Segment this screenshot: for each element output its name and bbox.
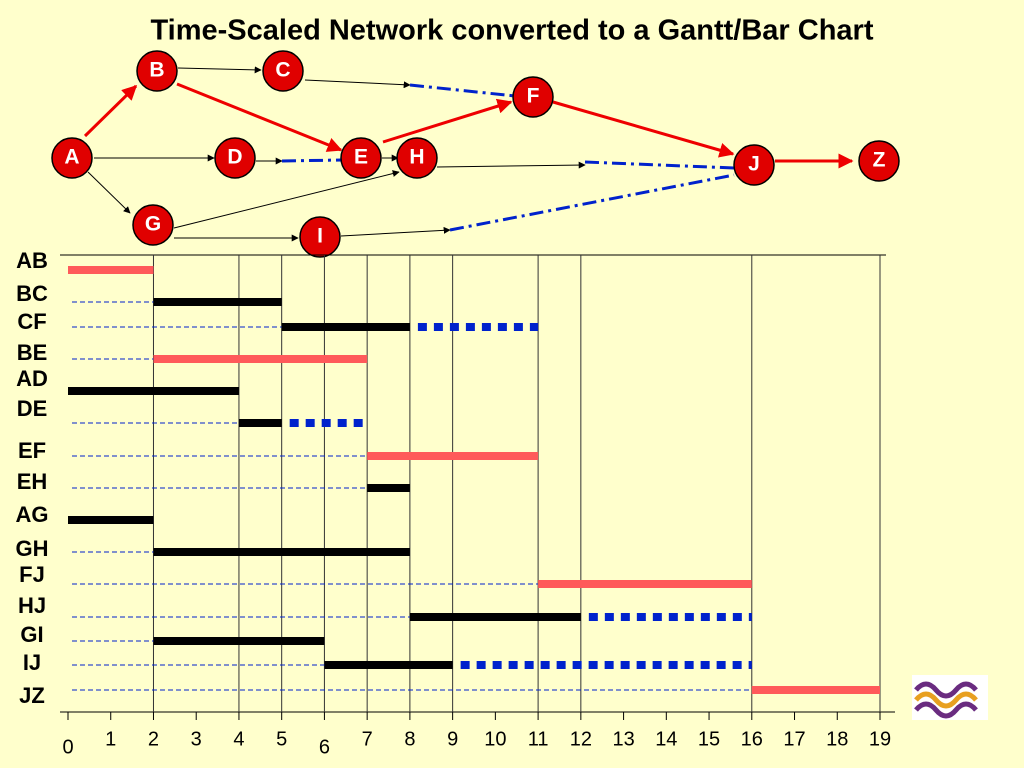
arrow <box>177 66 262 74</box>
float-link <box>409 83 516 98</box>
float-link <box>584 160 735 170</box>
x-tick-label: 5 <box>276 728 287 750</box>
network-node <box>299 216 341 258</box>
row-label: GH <box>16 536 49 561</box>
arrow <box>382 98 513 144</box>
x-tick-label: 16 <box>741 728 763 750</box>
node-label: J <box>748 153 760 176</box>
arrow <box>340 226 451 237</box>
node-label: H <box>409 146 424 169</box>
logo <box>912 675 988 720</box>
row-label: IJ <box>23 650 41 675</box>
row-label: EF <box>18 438 46 463</box>
arrow <box>176 82 343 152</box>
float-link <box>281 158 343 163</box>
row-label: CF <box>17 309 46 334</box>
row-label: BC <box>16 281 48 306</box>
x-tick-label: 1 <box>105 728 116 750</box>
network-node <box>136 50 178 92</box>
x-tick-label: 17 <box>783 728 805 750</box>
row-label: DE <box>17 396 48 421</box>
arrow <box>304 79 411 89</box>
x-tick-label: 3 <box>191 728 202 750</box>
x-tick-label: 10 <box>484 728 506 750</box>
arrow <box>552 100 735 158</box>
node-label: C <box>275 59 290 82</box>
x-tick-label: 4 <box>233 728 244 750</box>
network-node <box>214 137 256 179</box>
row-label: GI <box>20 622 43 647</box>
x-tick-label: 18 <box>826 728 848 750</box>
network-node <box>340 137 382 179</box>
network-node <box>733 144 775 186</box>
node-label: D <box>227 146 242 169</box>
row-label: AB <box>16 248 48 273</box>
node-label: E <box>354 146 368 169</box>
node-label: I <box>317 225 323 248</box>
row-label: FJ <box>19 562 45 587</box>
x-tick-label: 19 <box>869 728 891 750</box>
network-node <box>858 140 900 182</box>
float-link <box>449 173 735 232</box>
network-node <box>396 137 438 179</box>
arrow <box>173 170 400 229</box>
row-label: BE <box>17 340 48 365</box>
row-label: JZ <box>19 683 45 708</box>
arrow <box>83 84 138 138</box>
x-tick-label: 15 <box>698 728 720 750</box>
row-label: AG <box>16 502 49 527</box>
network-node <box>132 204 174 246</box>
network-node <box>262 50 304 92</box>
row-label: HJ <box>18 593 46 618</box>
x-tick-label: 0 <box>62 736 73 758</box>
node-label: A <box>64 146 79 169</box>
slide-title: Time-Scaled Network converted to a Gantt… <box>150 15 873 47</box>
arrow <box>436 161 586 169</box>
x-tick-label: 7 <box>362 728 373 750</box>
row-label: EH <box>17 469 48 494</box>
x-tick-label: 8 <box>404 728 415 750</box>
node-label: B <box>149 59 164 82</box>
row-label: AD <box>16 366 48 391</box>
x-tick-label: 12 <box>570 728 592 750</box>
node-label: F <box>527 85 540 108</box>
network-node <box>51 137 93 179</box>
node-label: Z <box>873 149 886 172</box>
x-tick-label: 11 <box>528 728 549 750</box>
x-tick-label: 13 <box>612 728 634 750</box>
arrow <box>87 171 131 214</box>
network-node <box>512 76 554 118</box>
x-tick-label: 6 <box>319 736 330 758</box>
x-tick-label: 9 <box>447 728 458 750</box>
x-tick-label: 14 <box>655 728 677 750</box>
node-label: G <box>145 213 161 236</box>
x-tick-label: 2 <box>148 728 159 750</box>
